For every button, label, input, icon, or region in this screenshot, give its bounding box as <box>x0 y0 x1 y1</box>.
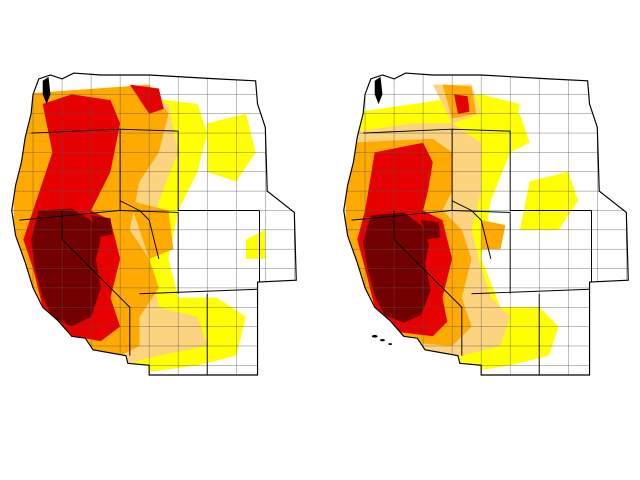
region-outline <box>343 72 629 376</box>
left-map-svg <box>11 72 297 376</box>
channel-islands <box>371 334 393 345</box>
puget-sound <box>374 76 383 105</box>
puget-sound <box>42 76 51 105</box>
left-map <box>4 60 304 390</box>
d4-area <box>31 208 113 327</box>
region-outline <box>11 72 297 376</box>
right-map-svg <box>343 72 629 376</box>
right-map <box>336 60 636 390</box>
d4-area <box>363 212 441 323</box>
